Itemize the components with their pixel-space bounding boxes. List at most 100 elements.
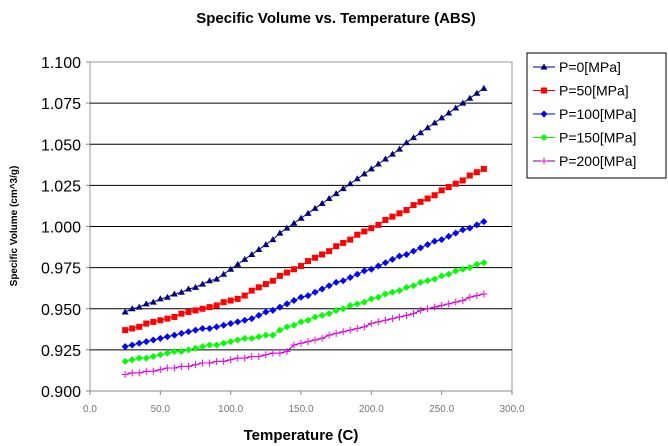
x-tick-label: 50.0 — [151, 404, 171, 415]
data-point — [332, 278, 340, 286]
legend-label: P=200[MPa] — [559, 153, 636, 169]
data-point — [136, 323, 143, 330]
data-point — [199, 280, 207, 287]
data-point — [424, 241, 432, 249]
data-point — [339, 305, 347, 313]
data-point — [403, 139, 410, 146]
data-point — [318, 285, 326, 293]
series-line — [125, 293, 484, 376]
data-point — [410, 282, 418, 290]
data-point — [149, 352, 157, 360]
series-0 — [121, 84, 488, 315]
data-point — [276, 349, 284, 357]
data-point — [220, 339, 228, 347]
data-point — [388, 288, 396, 296]
data-point — [360, 323, 368, 331]
data-point — [417, 244, 425, 252]
data-point — [206, 277, 214, 284]
data-point — [311, 288, 319, 296]
legend-label: P=150[MPa] — [559, 130, 636, 146]
data-point — [290, 321, 298, 329]
y-tick-label: 1.000 — [41, 220, 81, 237]
data-point — [424, 124, 432, 131]
legend-label: P=0[MPa] — [559, 59, 621, 75]
data-point — [452, 298, 460, 306]
legend-marker — [540, 110, 548, 118]
data-point — [192, 344, 199, 352]
data-point — [255, 333, 263, 341]
data-point — [410, 134, 418, 141]
data-point — [332, 329, 340, 337]
series-4 — [121, 290, 488, 379]
data-point — [255, 284, 262, 291]
y-tick-label: 1.075 — [41, 96, 81, 113]
data-point — [220, 357, 228, 365]
data-point — [135, 303, 143, 310]
data-point — [290, 219, 298, 226]
data-point — [157, 317, 164, 324]
data-point — [445, 184, 452, 191]
data-point — [297, 214, 305, 221]
data-point — [241, 255, 249, 262]
data-point — [297, 318, 305, 326]
data-point — [122, 327, 129, 334]
data-point — [199, 343, 207, 351]
data-point — [220, 299, 227, 306]
data-point — [149, 336, 157, 344]
data-point — [255, 352, 263, 360]
x-tick-label: 250.0 — [429, 404, 454, 415]
data-point — [163, 333, 171, 341]
data-point — [213, 275, 221, 282]
data-point — [248, 250, 256, 257]
data-point — [304, 209, 312, 216]
data-point — [262, 308, 270, 316]
series-line — [125, 262, 484, 362]
data-point — [403, 207, 410, 214]
data-point — [445, 300, 453, 308]
data-point — [395, 287, 403, 295]
data-point — [276, 326, 284, 334]
series-2 — [121, 218, 488, 351]
y-tick-label: 0.975 — [41, 261, 81, 278]
data-point — [452, 180, 459, 187]
data-point — [227, 320, 235, 328]
data-point — [192, 283, 199, 290]
data-point — [388, 315, 396, 323]
data-point — [346, 180, 354, 187]
data-point — [171, 313, 178, 320]
data-point — [388, 255, 396, 263]
data-point — [396, 210, 403, 217]
data-point — [220, 270, 228, 277]
data-point — [326, 248, 333, 255]
data-point — [346, 326, 354, 334]
data-point — [347, 236, 354, 243]
data-point — [304, 316, 312, 324]
data-point — [424, 277, 432, 285]
data-point — [297, 339, 305, 347]
data-point — [234, 336, 242, 344]
data-point — [128, 356, 136, 364]
data-point — [227, 356, 235, 364]
data-point — [283, 224, 291, 231]
data-point — [269, 349, 277, 357]
y-tick-label: 0.900 — [41, 384, 81, 401]
data-point — [128, 341, 136, 349]
data-point — [170, 331, 178, 339]
data-point — [395, 145, 403, 152]
data-point — [360, 170, 368, 177]
data-point — [367, 320, 375, 328]
data-point — [170, 290, 178, 297]
legend-label: P=100[MPa] — [559, 106, 636, 122]
data-point — [332, 306, 340, 314]
data-point — [121, 371, 129, 379]
series-line — [125, 168, 485, 331]
data-point — [234, 295, 241, 302]
y-tick-label: 0.950 — [41, 302, 81, 319]
data-point — [129, 325, 136, 332]
data-point — [410, 247, 418, 255]
data-point — [142, 354, 150, 362]
data-point — [473, 221, 481, 229]
data-point — [339, 328, 347, 336]
data-point — [156, 351, 164, 359]
data-point — [255, 246, 263, 253]
